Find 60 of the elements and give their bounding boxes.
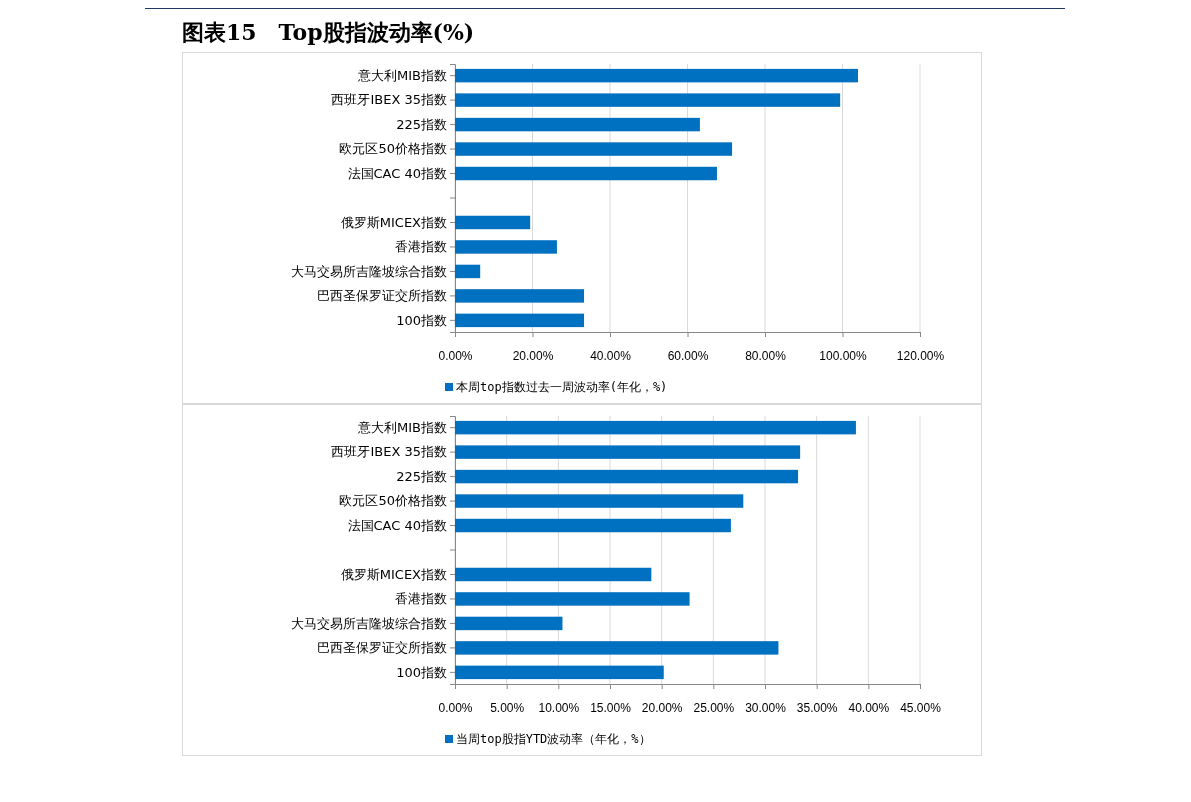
legend-label: 当周top股指YTD波动率（年化，%） xyxy=(456,732,651,746)
y-tick-label: 225指数 xyxy=(396,468,447,484)
x-tick-label: 40.00% xyxy=(590,348,632,363)
bar xyxy=(455,117,700,132)
y-tick-label: 欧元区50价格指数 xyxy=(339,493,447,509)
bar xyxy=(455,641,779,655)
x-tick-label: 0.00% xyxy=(438,700,473,715)
bar xyxy=(455,166,717,181)
x-tick-label: 15.00% xyxy=(590,700,632,715)
x-tick-label: 20.00% xyxy=(512,348,554,363)
bar xyxy=(455,68,858,83)
x-tick-label: 5.00% xyxy=(490,700,525,715)
bar xyxy=(455,567,652,582)
x-tick-label: 100.00% xyxy=(819,348,868,363)
y-tick-label: 大马交易所吉隆坡综合指数 xyxy=(291,615,447,631)
bar xyxy=(455,289,585,303)
bar xyxy=(455,469,799,484)
x-tick-label: 80.00% xyxy=(745,348,787,363)
y-tick-label: 100指数 xyxy=(396,312,447,328)
x-tick-label: 120.00% xyxy=(896,348,945,363)
bar xyxy=(455,215,531,230)
bar xyxy=(455,93,841,107)
y-tick-label: 欧元区50价格指数 xyxy=(339,141,447,157)
y-tick-label: 法国CAC 40指数 xyxy=(347,517,447,533)
y-tick-label: 西班牙IBEX 35指数 xyxy=(331,444,447,460)
bar xyxy=(455,616,563,631)
x-tick-label: 35.00% xyxy=(796,700,838,715)
bar xyxy=(455,264,481,279)
y-tick-label: 巴西圣保罗证交所指数 xyxy=(317,288,447,304)
y-tick-label: 法国CAC 40指数 xyxy=(347,165,447,181)
y-tick-label: 意大利MIB指数 xyxy=(357,67,447,83)
bar xyxy=(455,592,690,606)
bar xyxy=(455,240,557,254)
x-tick-label: 25.00% xyxy=(693,700,735,715)
y-tick-label: 俄罗斯MICEX指数 xyxy=(340,566,447,582)
y-tick-label: 意大利MIB指数 xyxy=(357,419,447,435)
y-tick-label: 香港指数 xyxy=(395,591,447,607)
y-tick-label: 225指数 xyxy=(396,116,447,132)
bar xyxy=(455,420,856,435)
x-tick-label: 10.00% xyxy=(538,700,580,715)
x-tick-label: 45.00% xyxy=(900,700,942,715)
bar xyxy=(455,142,733,156)
y-tick-label: 俄罗斯MICEX指数 xyxy=(340,214,447,230)
x-tick-label: 0.00% xyxy=(438,348,473,363)
x-tick-label: 30.00% xyxy=(745,700,787,715)
bar xyxy=(455,665,664,680)
bar xyxy=(455,313,585,328)
y-tick-label: 100指数 xyxy=(396,664,447,680)
y-tick-label: 西班牙IBEX 35指数 xyxy=(331,92,447,108)
bar xyxy=(455,518,731,533)
bar xyxy=(455,494,744,508)
x-tick-label: 60.00% xyxy=(667,348,709,363)
x-tick-label: 20.00% xyxy=(641,700,683,715)
legend-label: 本周top指数过去一周波动率(年化，%) xyxy=(456,380,668,394)
bar xyxy=(455,445,801,459)
y-tick-label: 巴西圣保罗证交所指数 xyxy=(317,640,447,656)
y-tick-label: 香港指数 xyxy=(395,239,447,255)
chart-title: 图表15 Top股指波动率(%) xyxy=(182,18,475,47)
x-tick-label: 40.00% xyxy=(848,700,890,715)
y-tick-label: 大马交易所吉隆坡综合指数 xyxy=(291,263,447,279)
